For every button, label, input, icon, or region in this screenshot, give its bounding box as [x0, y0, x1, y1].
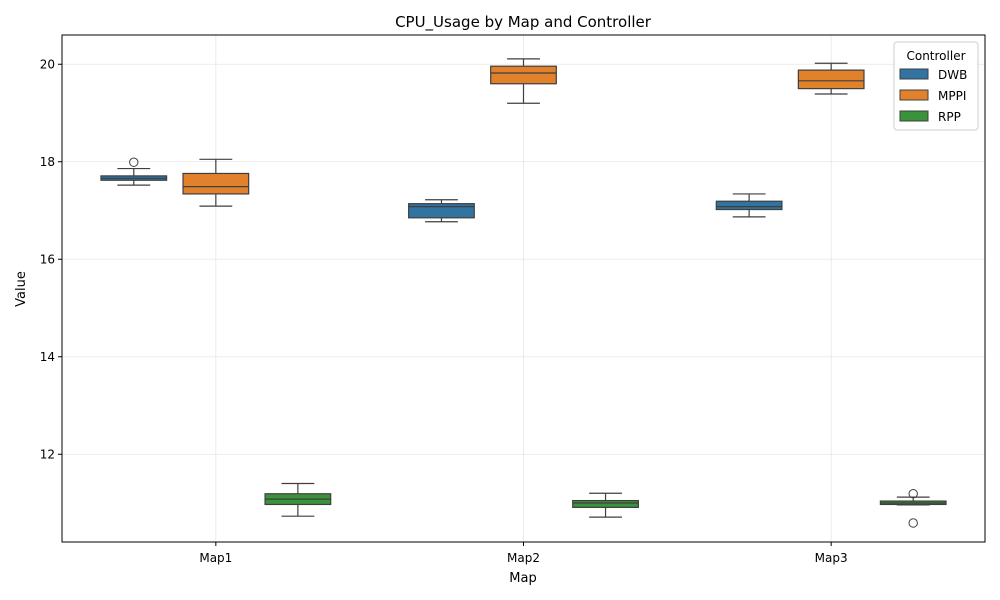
legend-label-rpp: RPP: [938, 110, 961, 124]
legend-swatch-mppi: [899, 89, 929, 101]
outlier-point: [908, 489, 918, 499]
box-body: [797, 69, 865, 90]
box-rpp-map2: [572, 492, 639, 518]
y-axis-ticks: 12 14 16 18 20: [40, 57, 62, 461]
y-tick-label: 20: [40, 57, 55, 71]
chart-title: CPU_Usage by Map and Controller: [395, 13, 652, 32]
y-tick-label: 12: [40, 447, 55, 461]
box-body: [715, 200, 783, 211]
box-body: [408, 203, 475, 219]
legend-swatch-dwb: [899, 68, 929, 80]
y-tick-label: 18: [40, 155, 55, 169]
outlier-point: [129, 157, 139, 167]
box-body: [572, 499, 639, 508]
legend-frame: [893, 41, 979, 131]
grid-lines: [62, 35, 985, 542]
x-axis-ticks: Map1 Map2 Map3: [199, 542, 848, 565]
box-rpp-map1: [264, 482, 332, 517]
box-dwb-map1: [100, 157, 168, 186]
box-mppi-map3: [797, 62, 865, 95]
y-tick-label: 16: [40, 252, 55, 266]
box-mppi-map2: [490, 58, 557, 104]
legend-title: Controller: [906, 49, 965, 63]
legend: Controller DWB MPPI RPP: [893, 41, 979, 131]
x-tick-label: Map3: [815, 551, 848, 565]
box-body: [182, 172, 250, 195]
legend-swatch-rpp: [899, 110, 929, 122]
y-axis-label: Value: [14, 271, 29, 307]
legend-label-mppi: MPPI: [938, 89, 966, 103]
box-dwb-map2: [408, 199, 475, 223]
x-axis-label: Map: [509, 571, 536, 586]
x-tick-label: Map2: [507, 551, 540, 565]
x-tick-label: Map1: [199, 551, 232, 565]
y-tick-label: 14: [40, 350, 55, 364]
box-body: [490, 65, 557, 85]
legend-label-dwb: DWB: [938, 68, 967, 82]
box-mppi-map1: [182, 158, 250, 207]
box-rpp-map3: [879, 489, 947, 528]
box-group: [100, 58, 947, 528]
box-dwb-map3: [715, 193, 783, 218]
outlier-point: [908, 518, 918, 528]
